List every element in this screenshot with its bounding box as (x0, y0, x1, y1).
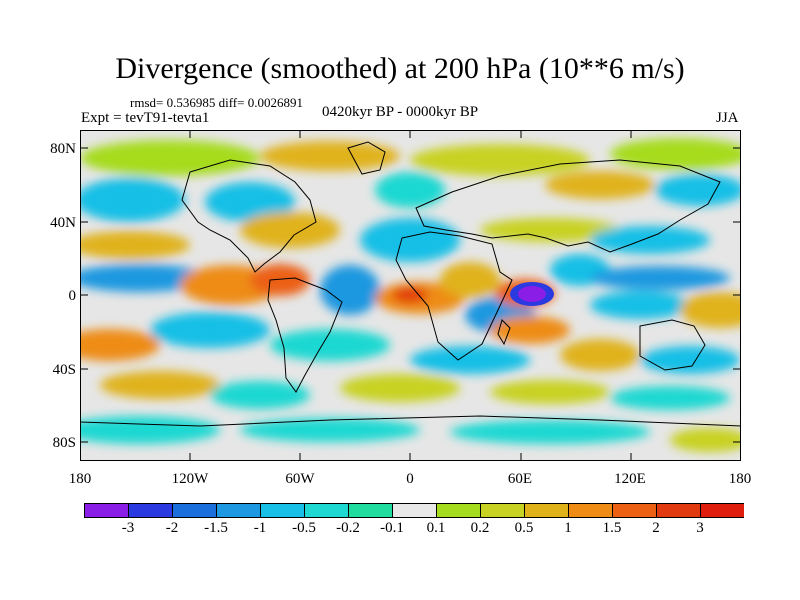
chart-title: Divergence (smoothed) at 200 hPa (10**6 … (115, 52, 685, 85)
colorbar-label: 1.5 (602, 520, 622, 536)
lat-label-80n: 80N (50, 141, 76, 157)
colorbar-swatch (392, 503, 437, 518)
lon-label-180e: 180 (728, 471, 752, 487)
colorbar-swatch (436, 503, 481, 518)
colorbar-label: 1 (564, 520, 572, 536)
colorbar-swatch (304, 503, 349, 518)
colorbar-label: -0.5 (292, 520, 316, 536)
colorbar-label: -1 (253, 520, 267, 536)
colorbar-swatch (700, 503, 744, 518)
colorbar-swatch (480, 503, 525, 518)
axis-ticks (80, 130, 741, 461)
colorbar-swatch (260, 503, 305, 518)
lon-label-60w: 60W (285, 471, 315, 487)
colorbar-label: -0.1 (380, 520, 404, 536)
colorbar-label: 2 (652, 520, 660, 536)
lat-label-0: 0 (68, 288, 77, 304)
colorbar (84, 503, 744, 518)
colorbar-label: -3 (121, 520, 135, 536)
season-label: JJA (716, 110, 739, 126)
colorbar-swatch (84, 503, 129, 518)
colorbar-label: 0.1 (426, 520, 446, 536)
colorbar-label: 0.5 (514, 520, 534, 536)
colorbar-swatch (128, 503, 173, 518)
lat-label-40n: 40N (50, 215, 76, 231)
convergence-core (510, 282, 554, 306)
coastlines (80, 141, 741, 427)
colorbar-swatch (568, 503, 613, 518)
period-label: 0420kyr BP - 0000kyr BP (322, 104, 479, 120)
colorbar-label: -0.2 (336, 520, 360, 536)
colorbar-label: -2 (165, 520, 179, 536)
colorbar-swatch (524, 503, 569, 518)
lat-label-80s: 80S (52, 435, 76, 451)
colorbar-label: 0.2 (470, 520, 490, 536)
colorbar-label: 3 (696, 520, 704, 536)
lon-label-120e: 120E (614, 471, 646, 487)
lon-label-60e: 60E (507, 471, 533, 487)
experiment-label: Expt = tevT91-tevta1 (81, 110, 210, 126)
colorbar-swatch (216, 503, 261, 518)
colorbar-swatch (612, 503, 657, 518)
colorbar-swatch (348, 503, 393, 518)
colorbar-swatch (656, 503, 701, 518)
lon-label-180w: 180 (68, 471, 92, 487)
lon-label-0: 0 (406, 471, 414, 487)
divergence-field (80, 138, 741, 452)
lon-label-120w: 120W (171, 471, 209, 487)
colorbar-label: -1.5 (204, 520, 228, 536)
colorbar-swatch (172, 503, 217, 518)
stats-text: rmsd= 0.536985 diff= 0.0026891 (130, 95, 303, 110)
lat-label-40s: 40S (52, 362, 76, 378)
divergence-map (80, 130, 741, 461)
